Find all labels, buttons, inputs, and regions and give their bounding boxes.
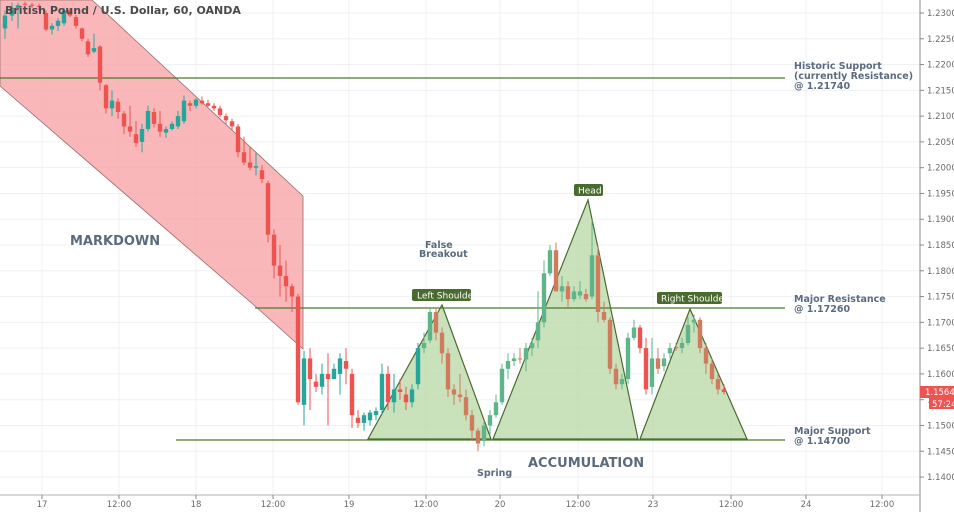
markdown-label: MARKDOWN (70, 234, 160, 249)
current-price-value: 1.15646 (925, 388, 954, 398)
head-badge: Head (574, 184, 603, 197)
price-tick: 1.23000 (927, 9, 954, 19)
time-tick: 12:00 (107, 500, 132, 510)
price-tick: 1.14500 (927, 447, 954, 457)
price-tick: 1.22000 (927, 61, 954, 71)
left-shoulder-badge: Left Shoulder (412, 289, 477, 302)
spring-label: Spring (477, 468, 512, 479)
current-price-badge: 1.15646 57:24 (920, 386, 954, 410)
major-resistance-label-1: Major Resistance (794, 294, 886, 305)
historic-support-label-3: @ 1.21740 (794, 81, 850, 92)
right-shoulder-badge: Right Shoulder (657, 292, 728, 305)
left-shoulder-text: Left Shoulder (417, 292, 477, 302)
countdown-value: 57:24 (932, 400, 954, 410)
price-tick: 1.19000 (927, 215, 954, 225)
time-tick: 12:00 (719, 500, 744, 510)
time-tick: 18 (191, 500, 202, 510)
time-tick: 23 (648, 500, 659, 510)
candles (2, 1, 727, 452)
head-text: Head (578, 187, 602, 197)
false-breakout-label-1: False (425, 240, 453, 251)
price-tick: 1.16000 (927, 370, 954, 380)
left-shoulder-triangle (366, 303, 492, 440)
price-tick: 1.20500 (927, 138, 954, 148)
price-tick: 1.21500 (927, 86, 954, 96)
price-tick: 1.18000 (927, 267, 954, 277)
price-tick: 1.17000 (927, 318, 954, 328)
time-axis[interactable]: 17 12:00 18 12:00 19 12:00 20 12:00 23 12:00 24 12:… (37, 495, 895, 510)
price-tick: 1.15000 (927, 421, 954, 431)
price-tick: 1.18500 (927, 241, 954, 251)
price-tick: 1.17500 (927, 293, 954, 303)
price-tick: 1.16500 (927, 344, 954, 354)
time-tick: 12:00 (414, 500, 439, 510)
major-resistance-label-2: @ 1.17260 (794, 304, 850, 315)
accumulation-zone (366, 197, 748, 440)
major-support-label-2: @ 1.14700 (794, 436, 850, 447)
historic-support-label-1: Historic Support (794, 61, 882, 72)
time-tick: 12:00 (566, 500, 591, 510)
accumulation-label: ACCUMULATION (528, 456, 644, 471)
price-tick: 1.21000 (927, 112, 954, 122)
major-support-label-1: Major Support (794, 426, 871, 437)
price-axis[interactable]: 1.23000 1.22500 1.22000 1.21500 1.21000 1.205… (920, 9, 954, 483)
price-tick: 1.14000 (927, 473, 954, 483)
head-triangle (492, 197, 639, 440)
time-tick: 12:00 (261, 500, 286, 510)
time-tick: 24 (801, 500, 812, 510)
price-tick: 1.20000 (927, 164, 954, 174)
time-tick: 19 (344, 500, 355, 510)
markdown-channel (0, 0, 304, 350)
false-breakout-label-2: Breakout (419, 249, 468, 260)
right-shoulder-text: Right Shoulder (661, 295, 728, 305)
price-tick: 1.22500 (927, 35, 954, 45)
time-tick: 17 (37, 500, 48, 510)
time-tick: 12:00 (870, 500, 895, 510)
price-tick: 1.19500 (927, 189, 954, 199)
chart-title: British Pound / U.S. Dollar, 60, OANDA (5, 4, 241, 17)
time-tick: 20 (495, 500, 506, 510)
historic-support-label-2: (currently Resistance) (794, 71, 913, 82)
